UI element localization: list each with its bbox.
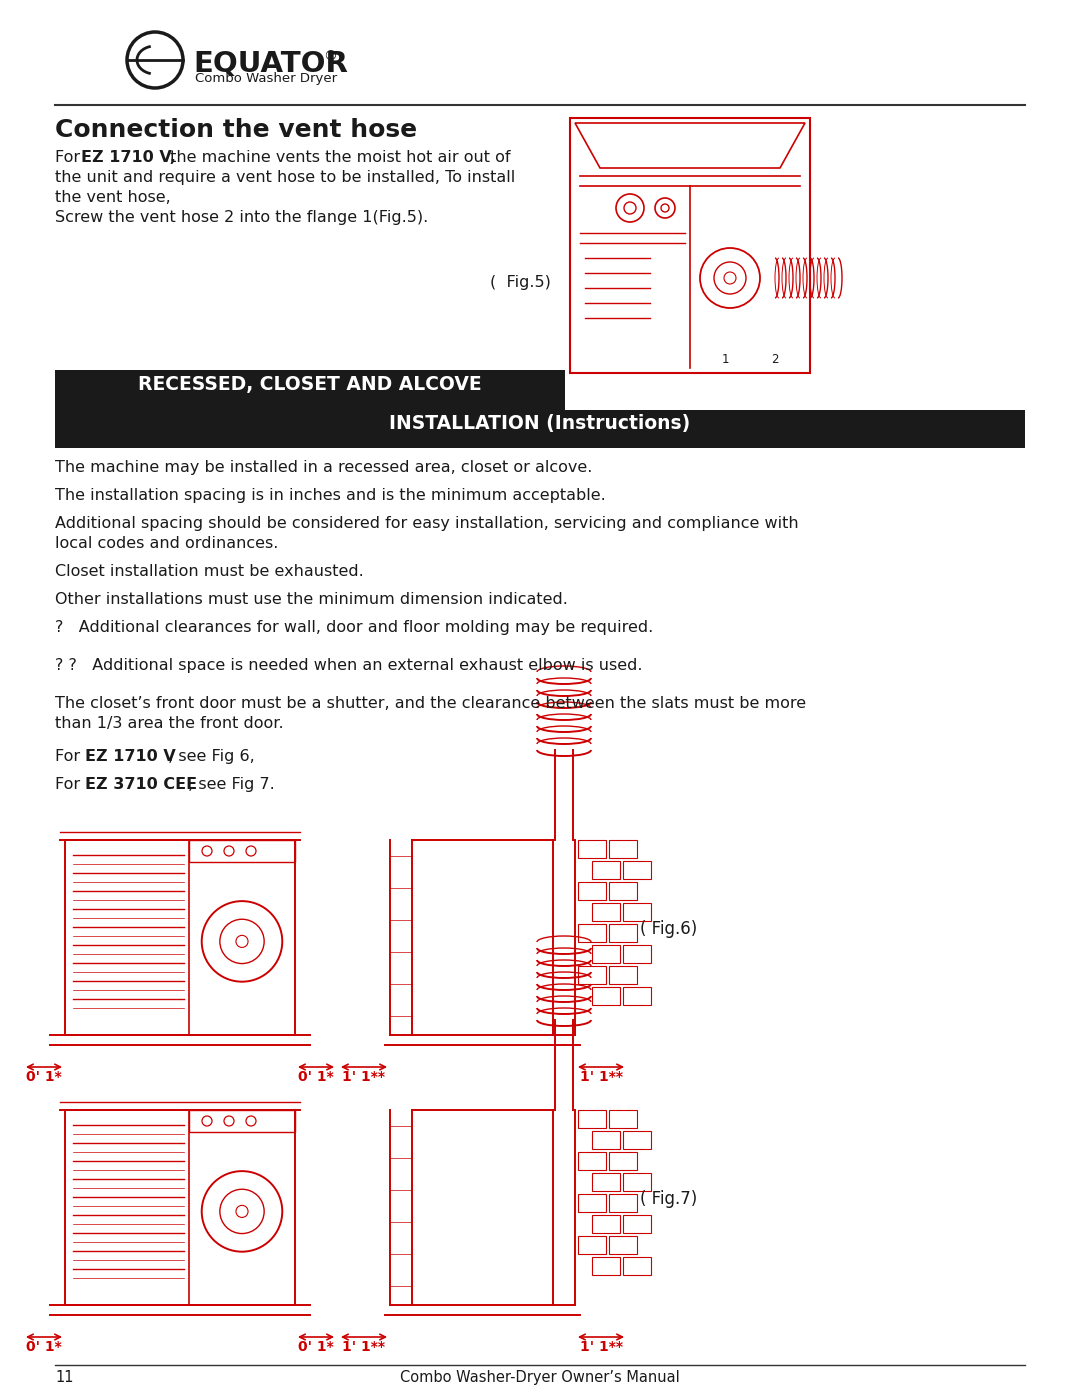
Bar [55,409,1025,448]
Text: 0' 1*: 0' 1* [298,1070,334,1084]
Text: 0' 1*: 0' 1* [298,1340,334,1354]
Bar [55,370,565,409]
Bar [570,117,810,373]
Bar [623,1132,651,1148]
Text: 2: 2 [771,353,779,366]
Bar [609,923,637,942]
Text: For: For [55,777,95,792]
Text: , see Fig 6,: , see Fig 6, [163,749,255,764]
Text: The installation spacing is in inches and is the minimum acceptable.: The installation spacing is in inches an… [55,488,606,503]
Bar [578,1194,606,1213]
Text: ®: ® [323,50,337,64]
Bar [609,1111,637,1127]
Text: RECESSED, CLOSET AND ALCOVE: RECESSED, CLOSET AND ALCOVE [138,374,482,394]
Bar [578,1236,606,1255]
Bar [578,1153,606,1171]
Bar [578,965,606,983]
Text: Screw the vent hose 2 into the flange 1(Fig.5).: Screw the vent hose 2 into the flange 1(… [55,210,429,225]
Bar [623,902,651,921]
Bar [623,988,651,1004]
Text: than 1/3 area the front door.: than 1/3 area the front door. [55,717,284,731]
Text: EZ 1710 V,: EZ 1710 V, [81,149,176,165]
Bar [623,944,651,963]
Text: Other installations must use the minimum dimension indicated.: Other installations must use the minimum… [55,592,568,608]
Text: The closet’s front door must be a shutter, and the clearance between the slats m: The closet’s front door must be a shutte… [55,696,806,711]
Bar [623,1257,651,1275]
Bar [592,902,620,921]
Text: ?   Additional clearances for wall, door and floor molding may be required.: ? Additional clearances for wall, door a… [55,620,653,636]
Bar [609,1236,637,1255]
Text: the unit and require a vent hose to be installed, To install: the unit and require a vent hose to be i… [55,170,515,184]
Text: Combo Washer-Dryer Owner’s Manual: Combo Washer-Dryer Owner’s Manual [400,1370,680,1384]
Bar [592,1257,620,1275]
Text: Connection the vent hose: Connection the vent hose [55,117,417,142]
Bar [578,882,606,900]
Text: 1' 1**: 1' 1** [580,1340,622,1354]
Text: The machine may be installed in a recessed area, closet or alcove.: The machine may be installed in a recess… [55,460,592,475]
Text: 1' 1**: 1' 1** [342,1070,386,1084]
Text: 1: 1 [721,353,729,366]
Bar [609,1153,637,1171]
Text: (  Fig.5): ( Fig.5) [490,275,551,291]
Text: Combo Washer Dryer: Combo Washer Dryer [195,73,337,85]
Bar [592,988,620,1004]
Text: 1' 1**: 1' 1** [342,1340,386,1354]
Text: EQUATOR: EQUATOR [193,50,348,78]
Text: Closet installation must be exhausted.: Closet installation must be exhausted. [55,564,364,578]
Bar [578,923,606,942]
Bar [623,1173,651,1192]
Bar [592,1173,620,1192]
Text: 0' 1*: 0' 1* [26,1070,62,1084]
Bar [65,1111,295,1305]
Bar [592,1215,620,1234]
Bar [592,944,620,963]
Bar [609,965,637,983]
Text: INSTALLATION (Instructions): INSTALLATION (Instructions) [390,414,690,433]
Text: EZ 3710 CEE: EZ 3710 CEE [85,777,198,792]
Bar [609,1194,637,1213]
Text: , see Fig 7.: , see Fig 7. [183,777,274,792]
Bar [609,882,637,900]
Text: Additional spacing should be considered for easy installation, servicing and com: Additional spacing should be considered … [55,515,798,531]
Text: 11: 11 [55,1370,73,1384]
Text: ? ?   Additional space is needed when an external exhaust elbow is used.: ? ? Additional space is needed when an e… [55,658,643,673]
Text: the vent hose,: the vent hose, [55,190,171,205]
Text: 1' 1**: 1' 1** [580,1070,622,1084]
Bar [623,1215,651,1234]
Text: local codes and ordinances.: local codes and ordinances. [55,536,279,550]
Bar [65,840,295,1035]
Bar [623,861,651,879]
Text: EZ 1710 V: EZ 1710 V [85,749,176,764]
Text: ( Fig.7): ( Fig.7) [640,1190,698,1208]
Bar [189,840,295,862]
Text: For: For [55,149,85,165]
Bar [578,840,606,858]
Bar [592,1132,620,1148]
Text: For: For [55,749,95,764]
Bar [592,861,620,879]
Bar [578,1111,606,1127]
Text: ( Fig.6): ( Fig.6) [640,921,698,937]
Bar [609,840,637,858]
Text: the machine vents the moist hot air out of: the machine vents the moist hot air out … [165,149,511,165]
Text: 0' 1*: 0' 1* [26,1340,62,1354]
Bar [189,1111,295,1132]
